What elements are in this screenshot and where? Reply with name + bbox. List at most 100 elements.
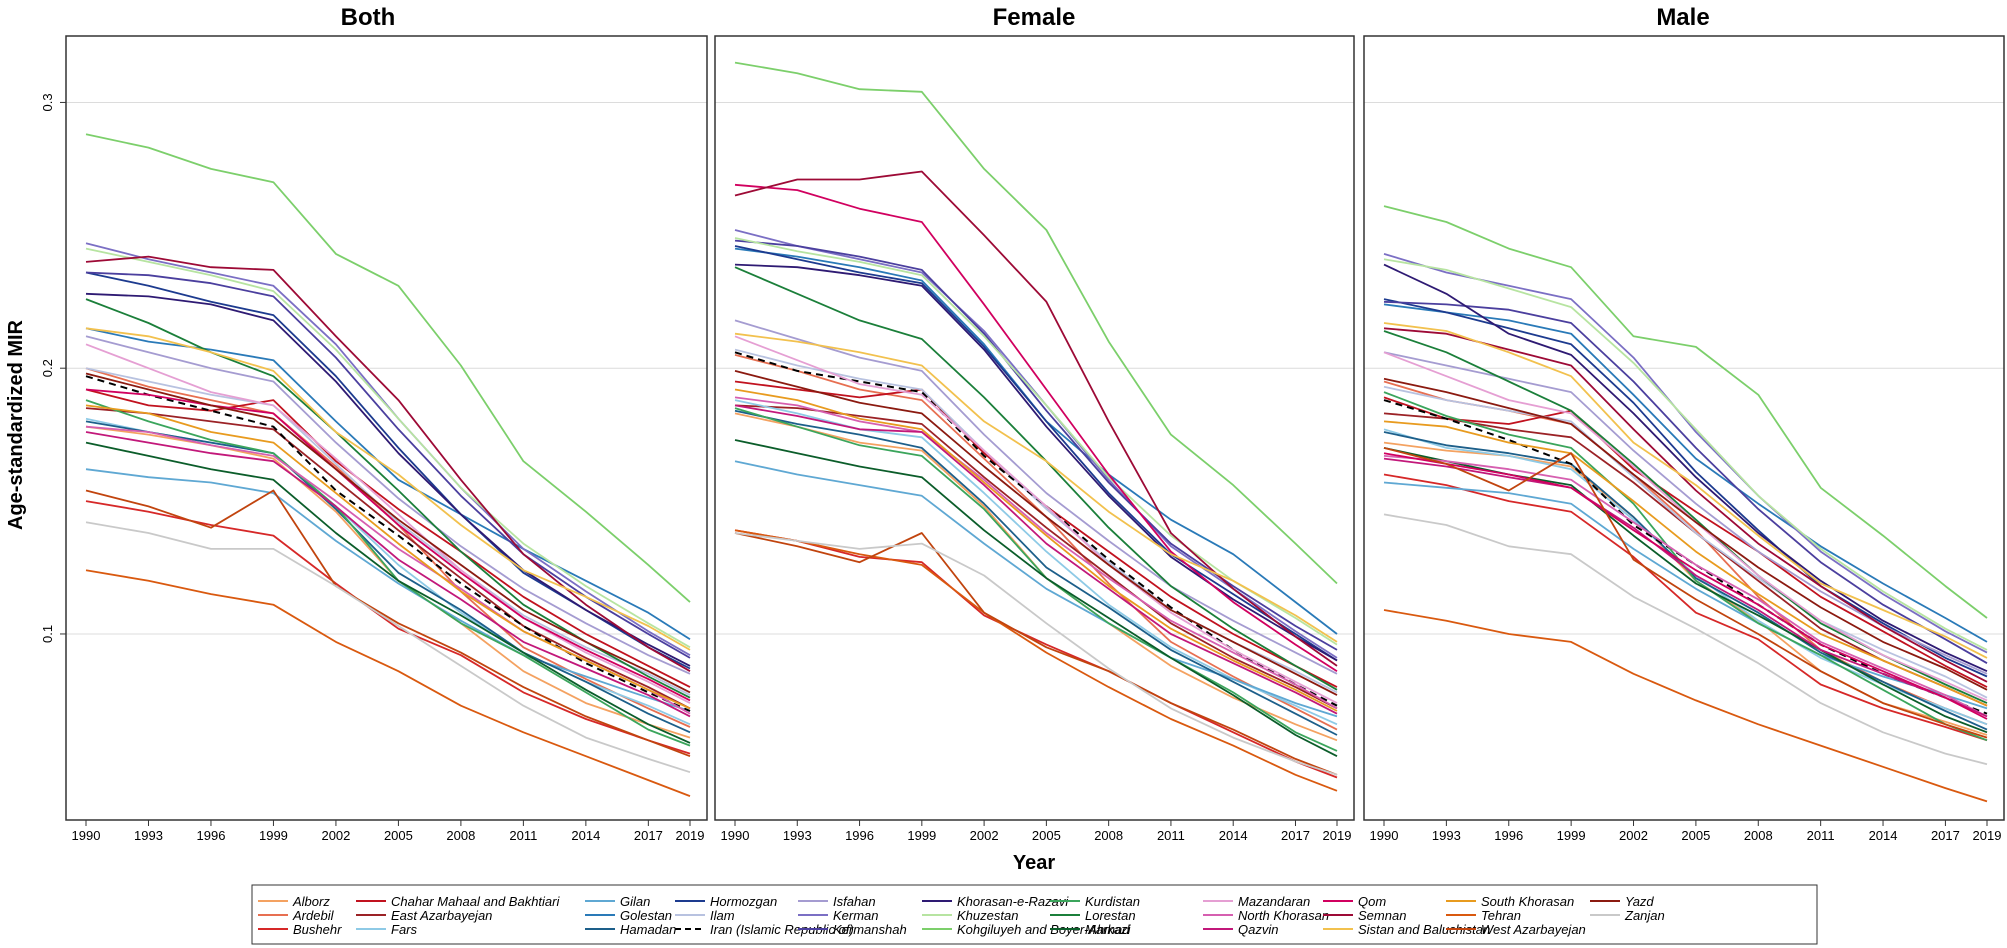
series-line-kermanshah <box>85 271 691 659</box>
series-line-west-azarbayejan <box>1383 447 1988 739</box>
x-tick-label: 2005 <box>384 828 413 843</box>
series-line-semnan <box>85 255 691 672</box>
legend-label: Mazandaran <box>1238 894 1310 909</box>
series-line-zanjan <box>85 521 691 774</box>
series-line-khuzestan <box>85 247 691 649</box>
legend-label: Chahar Mahaal and Bakhtiari <box>391 894 560 909</box>
x-tick-label: 1990 <box>1370 828 1399 843</box>
series-line-south-khorasan <box>85 404 691 710</box>
x-tick-label: 2014 <box>571 828 600 843</box>
legend-label: Hormozgan <box>710 894 777 909</box>
series-line-mazandaran <box>85 343 691 704</box>
legend-label: Alborz <box>292 894 330 909</box>
legend-label: Kermanshah <box>833 922 907 937</box>
legend-label: Khorasan-e-Razavi <box>957 894 1069 909</box>
plot-frame-female <box>714 35 1355 821</box>
series-line-kurdistan <box>1383 391 1988 742</box>
series-line-isfahan <box>85 335 691 675</box>
y-tick-label: 0.3 <box>40 93 55 111</box>
legend-label: Kerman <box>833 908 879 923</box>
series-line-qom <box>734 183 1338 672</box>
series-line-east-azarbayejan <box>85 407 691 710</box>
legend-label: Qazvin <box>1238 922 1278 937</box>
x-tick-label: 2002 <box>970 828 999 843</box>
series-line-kohgiluyeh-and-boyer-ahmad <box>85 133 691 603</box>
series-line-bushehr <box>85 500 691 755</box>
x-tick-label: 1999 <box>907 828 936 843</box>
x-tick-label: 1993 <box>783 828 812 843</box>
series-line-yazd <box>85 372 691 694</box>
series-line-kermanshah <box>1383 300 1988 664</box>
x-tick-label: 2011 <box>509 828 537 843</box>
x-tick-label: 1996 <box>845 828 874 843</box>
grid-female <box>715 101 1354 635</box>
legend-label: North Khorasan <box>1238 908 1329 923</box>
legend-label: South Khorasan <box>1481 894 1574 909</box>
x-tick-label: 2017 <box>634 828 663 843</box>
series-line-kohgiluyeh-and-boyer-ahmad <box>734 61 1338 585</box>
panel-title-male: Male <box>1656 4 1709 31</box>
grid-both <box>66 101 707 635</box>
plot-frame-male <box>1363 35 2005 821</box>
legend-label: Tehran <box>1481 908 1521 923</box>
legend-label: Iran (Islamic Republic of) <box>710 922 854 937</box>
series-line-isfahan <box>734 319 1338 675</box>
x-tick-label: 2011 <box>1807 828 1835 843</box>
series-line-sistan-and-baluchistan <box>1383 322 1988 659</box>
series-line-golestan <box>85 327 691 641</box>
series-line-kermanshah <box>734 239 1338 651</box>
series-line-bushehr <box>1383 473 1988 742</box>
series-line-sistan-and-baluchistan <box>85 327 691 651</box>
panel-title-female: Female <box>993 4 1076 31</box>
series-line-tehran <box>1383 609 1988 803</box>
legend-label: Semnan <box>1358 908 1406 923</box>
series-line-gilan <box>734 460 1338 718</box>
series-line-hamadan <box>1383 431 1988 731</box>
legend-label: East Azarbayejan <box>391 908 492 923</box>
y-tick-label: 0.1 <box>40 625 55 643</box>
series-line-north-khorasan <box>734 396 1338 710</box>
series-line-gilan <box>85 468 691 712</box>
legend-frame <box>251 884 1818 945</box>
series-line-golestan <box>1383 303 1988 643</box>
x-tick-label: 1999 <box>259 828 288 843</box>
series-line-hormozgan <box>734 245 1338 662</box>
series-line-zanjan <box>1383 513 1988 766</box>
x-tick-label: 2005 <box>1032 828 1061 843</box>
series-line-kohgiluyeh-and-boyer-ahmad <box>1383 205 1988 619</box>
x-tick-label: 1996 <box>1494 828 1523 843</box>
series-line-west-azarbayejan <box>85 489 691 758</box>
legend-label: Hamadan <box>620 922 676 937</box>
series-line-semnan <box>734 170 1338 667</box>
series-line-qazvin <box>734 404 1338 715</box>
legend-label: Kohgiluyeh and Boyer-Ahmad <box>957 922 1130 937</box>
x-tick-label: 2019 <box>1323 828 1352 843</box>
legend-label: Ardebil <box>292 908 335 923</box>
series-line-zanjan <box>734 532 1338 776</box>
series-line-hormozgan <box>1383 298 1988 678</box>
x-tick-label: 2014 <box>1869 828 1898 843</box>
series-line-alborz <box>734 412 1338 742</box>
panel-male: Male 1990 1993 1996 1999 2002 2005 2008 2011 201… <box>1363 4 2005 843</box>
x-axis-label: Year <box>1013 852 1055 874</box>
series-line-iran-islamic-republic-of- <box>1383 399 1988 715</box>
series-line-hamadan <box>734 409 1338 736</box>
y-axis-label: Age-standardized MIR <box>5 319 27 530</box>
series-line-tehran <box>85 569 691 797</box>
legend-label: Golestan <box>620 908 672 923</box>
series-line-fars <box>85 417 691 726</box>
series-group-male <box>1383 205 1988 803</box>
series-line-yazd <box>734 370 1338 696</box>
x-tick-label: 2017 <box>1281 828 1310 843</box>
legend-label: West Azarbayejan <box>1481 922 1586 937</box>
series-line-west-azarbayejan <box>734 532 1338 776</box>
series-line-hamadan <box>85 420 691 734</box>
series-line-tehran <box>734 529 1338 792</box>
plot-frame-both <box>65 35 708 821</box>
series-line-chahar-mahaal-and-bakhtiari <box>1383 396 1988 688</box>
x-tick-label: 1990 <box>72 828 101 843</box>
series-line-khorasan-e-razavi <box>85 292 691 667</box>
x-ticks-both: 1990 1993 1996 1999 2002 2005 2008 2011 2014 2017… <box>72 820 704 843</box>
panel-title-both: Both <box>341 4 396 31</box>
series-line-south-khorasan <box>734 388 1338 712</box>
